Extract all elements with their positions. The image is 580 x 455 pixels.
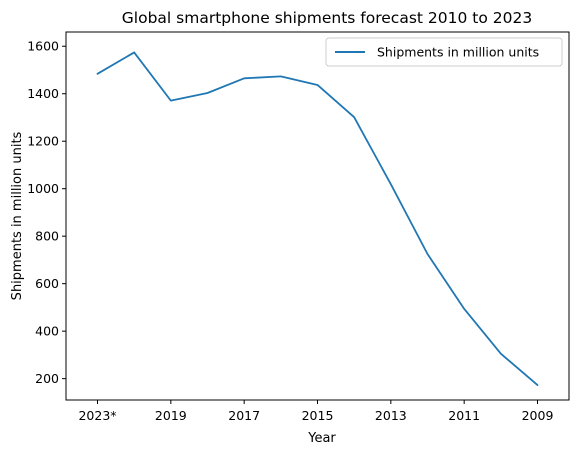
y-tick-label: 1400 xyxy=(27,86,59,101)
legend-box xyxy=(325,37,563,67)
legend-label: Shipments in million units xyxy=(377,45,539,60)
x-tick-label: 2019 xyxy=(155,408,187,423)
y-axis: 200 400 600 800 1000 1200 1400 1600 xyxy=(27,39,66,386)
chart-title: Global smartphone shipments forecast 201… xyxy=(122,9,532,27)
y-tick-label: 800 xyxy=(35,229,59,244)
x-tick-label: 2011 xyxy=(448,408,480,423)
series-layer xyxy=(96,51,539,386)
x-tick-label: 2023* xyxy=(78,408,116,423)
y-axis-label: Shipments in million units xyxy=(10,131,25,300)
x-axis-label: Year xyxy=(307,431,336,446)
x-axis: 2023* 2019 2017 2015 2013 2011 2009 xyxy=(78,400,553,423)
x-tick-label: 2017 xyxy=(228,408,260,423)
y-tick-label: 600 xyxy=(35,276,59,291)
y-tick-label: 1600 xyxy=(27,39,59,54)
x-tick-label: 2013 xyxy=(375,408,407,423)
y-tick-label: 200 xyxy=(35,371,59,386)
y-tick-label: 1000 xyxy=(27,181,59,196)
y-tick-label: 400 xyxy=(35,324,59,339)
x-tick-label: 2009 xyxy=(522,408,554,423)
x-tick-label: 2015 xyxy=(302,408,334,423)
legend: Shipments in million units xyxy=(325,37,563,67)
series-line xyxy=(96,51,539,386)
y-tick-label: 1200 xyxy=(27,134,59,149)
